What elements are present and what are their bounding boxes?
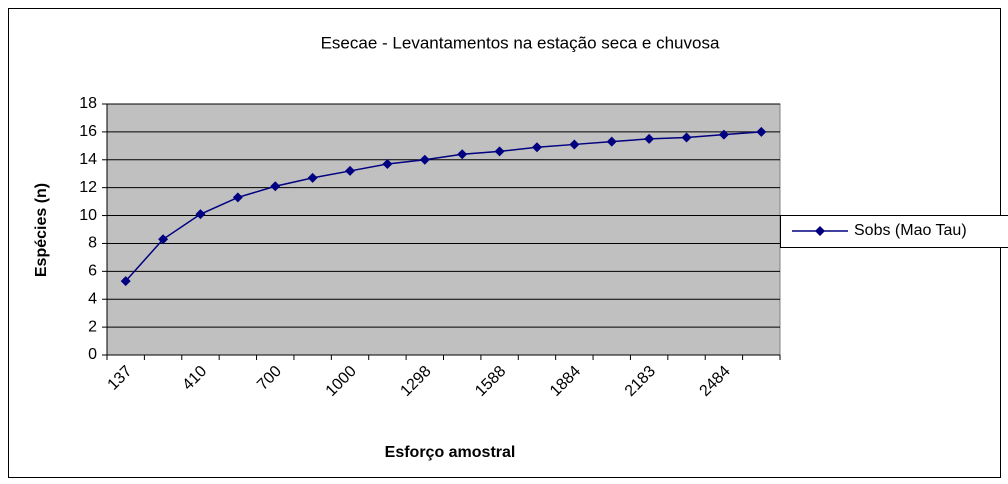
data-point bbox=[158, 234, 169, 245]
data-point bbox=[457, 149, 468, 160]
data-point bbox=[270, 181, 281, 192]
data-point bbox=[232, 192, 243, 203]
legend-label: Sobs (Mao Tau) bbox=[854, 222, 967, 239]
y-tick-label: 6 bbox=[88, 263, 97, 280]
data-point bbox=[531, 142, 542, 153]
y-tick-label: 16 bbox=[79, 123, 97, 140]
y-tick-label: 4 bbox=[88, 290, 97, 307]
data-point bbox=[120, 276, 131, 287]
data-point bbox=[345, 165, 356, 176]
data-point bbox=[606, 136, 617, 147]
plot-area bbox=[106, 103, 781, 356]
y-tick-label: 18 bbox=[79, 95, 97, 112]
y-tick-label: 12 bbox=[79, 179, 97, 196]
data-point bbox=[569, 139, 580, 150]
y-tick-label: 10 bbox=[79, 207, 97, 224]
y-tick-label: 8 bbox=[88, 235, 97, 252]
data-point bbox=[718, 129, 729, 140]
data-point bbox=[195, 209, 206, 220]
data-point bbox=[756, 126, 767, 137]
legend-marker bbox=[815, 226, 825, 236]
data-point bbox=[681, 132, 692, 143]
data-point bbox=[307, 172, 318, 183]
y-tick-label: 14 bbox=[79, 151, 97, 168]
data-point bbox=[494, 146, 505, 157]
series-line bbox=[125, 131, 762, 282]
data-point bbox=[382, 158, 393, 169]
data-point bbox=[644, 133, 655, 144]
y-tick-label: 0 bbox=[88, 346, 97, 363]
x-axis-label: Esforço amostral bbox=[385, 444, 516, 461]
y-tick-label: 2 bbox=[88, 318, 97, 335]
chart-title: Esecae - Levantamentos na estação seca e… bbox=[321, 33, 720, 52]
data-point bbox=[419, 154, 430, 165]
y-axis-label: Espécies (n) bbox=[33, 183, 50, 277]
